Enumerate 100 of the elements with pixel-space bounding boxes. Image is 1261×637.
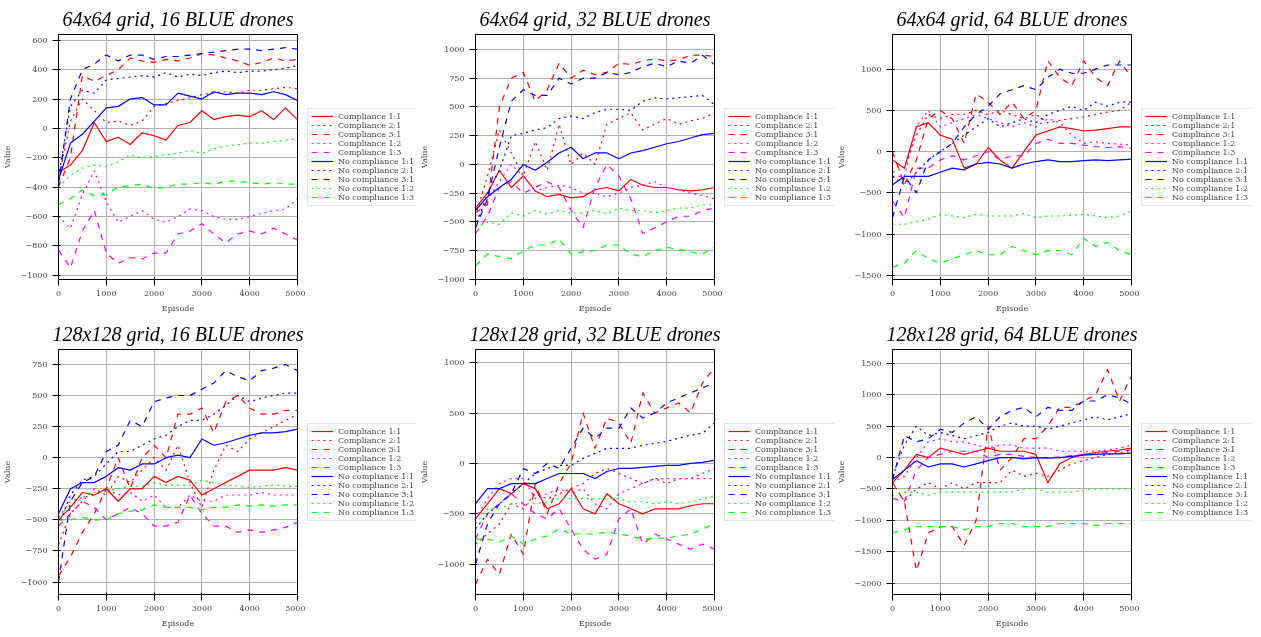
legend-label: No compliance 1:3 <box>755 192 832 202</box>
legend-label: Compliance 1:1 <box>1172 426 1236 436</box>
chart-title: 128x128 grid, 32 BLUE drones <box>469 322 721 346</box>
chart-title: 128x128 grid, 64 BLUE drones <box>886 322 1138 346</box>
legend-label: Compliance 3:1 <box>1172 129 1236 139</box>
x-tick-label: 4000 <box>239 288 260 298</box>
y-tick-label: 0 <box>876 453 882 463</box>
y-tick-label: −1500 <box>854 270 882 280</box>
x-axis-title: Episode <box>161 303 195 313</box>
legend-label: Compliance 1:1 <box>755 111 819 121</box>
y-tick-label: 750 <box>32 359 48 369</box>
y-tick-label: −2000 <box>854 578 882 588</box>
y-tick-label: 1000 <box>444 358 465 368</box>
y-tick-label: 250 <box>32 422 48 432</box>
y-tick-label: 0 <box>459 159 465 169</box>
legend-label: No compliance 1:3 <box>1172 507 1249 517</box>
legend-label: No compliance 2:1 <box>755 165 832 175</box>
y-tick-label: −500 <box>859 484 882 494</box>
legend-label: No compliance 3:1 <box>1172 489 1249 499</box>
x-tick-label: 1000 <box>930 288 951 298</box>
legend-label: No compliance 2:1 <box>338 165 415 175</box>
x-tick-label: 3000 <box>608 603 630 613</box>
legend-label: Compliance 1:2 <box>338 453 402 463</box>
x-axis-title: Episode <box>995 618 1029 628</box>
legend-label: No compliance 2:1 <box>1172 165 1249 175</box>
x-tick-label: 1000 <box>96 288 117 298</box>
x-tick-label: 1000 <box>96 603 117 613</box>
legend-label: Compliance 2:1 <box>755 120 819 130</box>
x-tick-label: 0 <box>472 288 479 298</box>
legend-label: Compliance 2:1 <box>1172 120 1236 130</box>
legend-label: Compliance 3:1 <box>755 444 819 454</box>
legend-label: Compliance 1:3 <box>1172 462 1236 472</box>
y-tick-label: −500 <box>859 188 882 198</box>
x-tick-label: 1000 <box>513 288 534 298</box>
x-tick-label: 5000 <box>1119 603 1140 613</box>
y-tick-label: 1000 <box>861 64 882 74</box>
y-axis-title: Value <box>837 145 847 170</box>
y-tick-label: 0 <box>459 458 465 468</box>
legend-label: Compliance 1:2 <box>1172 138 1236 148</box>
x-axis-title: Episode <box>578 303 612 313</box>
legend-label: No compliance 3:1 <box>755 174 832 184</box>
x-tick-label: 3000 <box>191 288 213 298</box>
y-tick-label: −200 <box>25 153 48 163</box>
legend-label: No compliance 1:1 <box>755 156 832 166</box>
x-tick-label: 0 <box>55 603 62 613</box>
x-tick-label: 4000 <box>1073 603 1094 613</box>
y-tick-label: −500 <box>442 217 465 227</box>
legend-label: Compliance 1:3 <box>755 147 819 157</box>
y-tick-label: 1000 <box>444 44 465 54</box>
y-tick-label: −1000 <box>437 559 465 569</box>
legend-label: No compliance 1:2 <box>338 498 415 508</box>
y-tick-label: −750 <box>442 246 465 256</box>
y-tick-label: −250 <box>442 188 465 198</box>
y-tick-label: 600 <box>32 35 48 45</box>
x-axis-title: Episode <box>578 618 612 628</box>
legend-label: No compliance 2:1 <box>1172 480 1249 490</box>
x-tick-label: 0 <box>889 603 896 613</box>
x-tick-label: 2000 <box>143 603 165 613</box>
legend-label: Compliance 3:1 <box>755 129 819 139</box>
x-tick-label: 0 <box>889 288 896 298</box>
legend-label: No compliance 1:1 <box>338 471 415 481</box>
y-tick-label: 750 <box>449 73 465 83</box>
x-tick-label: 4000 <box>656 603 677 613</box>
legend-label: Compliance 1:1 <box>338 111 402 121</box>
x-tick-label: 3000 <box>608 288 630 298</box>
y-tick-label: −500 <box>442 509 465 519</box>
x-axis-title: Episode <box>995 303 1029 313</box>
y-axis-title: Value <box>420 460 430 485</box>
x-tick-label: 5000 <box>285 603 306 613</box>
x-tick-label: 2000 <box>560 288 582 298</box>
x-tick-label: 1000 <box>930 603 951 613</box>
x-tick-label: 5000 <box>285 288 306 298</box>
y-tick-label: 200 <box>32 94 48 104</box>
x-tick-label: 5000 <box>702 288 723 298</box>
legend-label: Compliance 2:1 <box>338 435 402 445</box>
y-tick-label: −500 <box>25 515 48 525</box>
legend-label: Compliance 3:1 <box>338 129 402 139</box>
y-tick-label: −600 <box>25 211 48 221</box>
y-tick-label: 1500 <box>861 358 882 368</box>
legend-label: No compliance 1:2 <box>1172 183 1249 193</box>
legend-label: Compliance 1:3 <box>755 462 819 472</box>
x-tick-label: 4000 <box>656 288 677 298</box>
legend-label: No compliance 1:2 <box>338 183 415 193</box>
legend-label: No compliance 3:1 <box>338 489 415 499</box>
y-tick-label: 400 <box>32 65 48 75</box>
y-tick-label: −1000 <box>437 275 465 284</box>
legend-label: Compliance 1:1 <box>1172 111 1236 121</box>
x-tick-label: 4000 <box>1073 288 1094 298</box>
x-tick-label: 2000 <box>560 603 582 613</box>
x-tick-label: 3000 <box>191 603 213 613</box>
y-tick-label: −250 <box>25 484 48 494</box>
legend-label: No compliance 1:1 <box>338 156 415 166</box>
x-tick-label: 4000 <box>239 603 260 613</box>
legend-label: Compliance 1:2 <box>1172 453 1236 463</box>
legend-label: No compliance 3:1 <box>1172 174 1249 184</box>
legend-label: No compliance 2:1 <box>755 480 832 490</box>
legend-label: No compliance 1:1 <box>1172 471 1249 481</box>
y-tick-label: −800 <box>25 241 48 251</box>
y-tick-label: −750 <box>25 546 48 556</box>
x-tick-label: 0 <box>55 288 62 298</box>
